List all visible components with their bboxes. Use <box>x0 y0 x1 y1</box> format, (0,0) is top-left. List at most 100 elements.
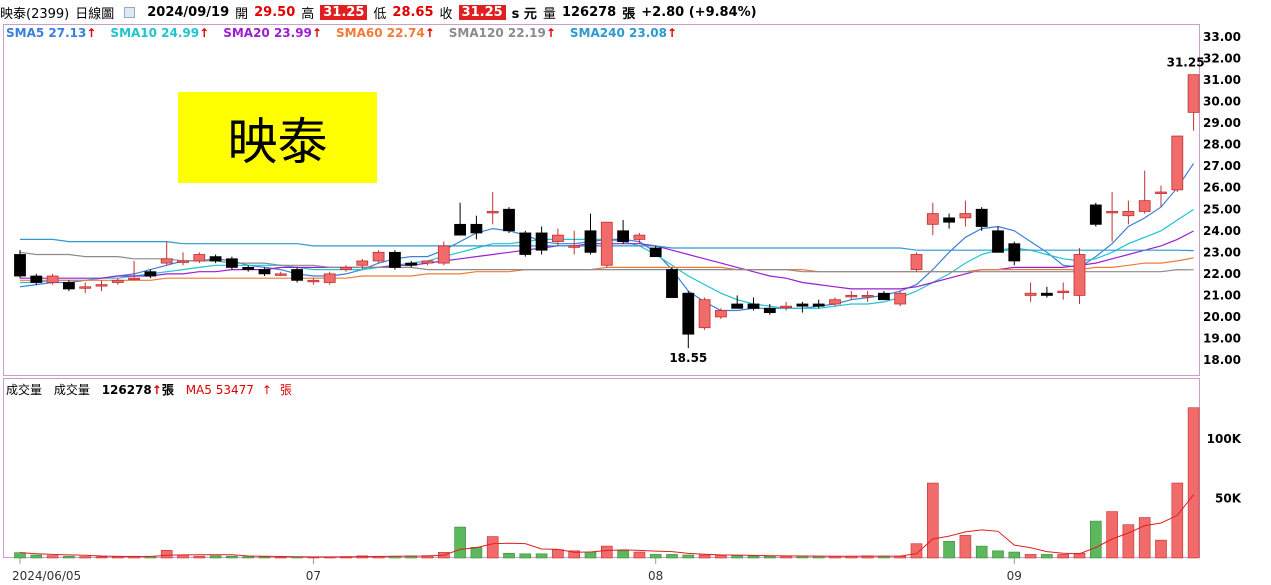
volume-up-arrow-icon: ↑ <box>151 383 162 397</box>
volume-title: 成交量 <box>6 383 43 397</box>
volume-bar <box>258 556 271 559</box>
candle-body <box>796 303 809 307</box>
candle-body <box>160 258 173 264</box>
volume-bar <box>1155 539 1167 559</box>
stock-name: 映泰(2399) <box>0 6 70 22</box>
price-tick-label: 22.00 <box>1203 267 1241 281</box>
volume-readout-unit: 張 <box>161 383 174 397</box>
volume-bar <box>731 555 744 559</box>
volume-bar <box>226 555 238 559</box>
volume-bar <box>95 556 108 559</box>
candle-body <box>388 251 401 268</box>
chart-header: 映泰(2399) 日線圖 2024/09/19 開 29.50 高 31.25 … <box>0 0 1271 24</box>
candle-body <box>1041 292 1053 296</box>
price-panel[interactable] <box>3 24 1200 376</box>
up-arrow-icon: ↑ <box>424 26 435 40</box>
candle-body <box>193 254 206 262</box>
sma-legend-item: SMA5 27.13↑ <box>6 26 96 40</box>
price-tick-label: 24.00 <box>1203 224 1241 238</box>
close-label: 收 <box>439 6 453 22</box>
candle-body <box>437 245 450 264</box>
candle-body <box>258 269 271 275</box>
volume-bar <box>747 555 760 559</box>
low-value: 28.65 <box>392 4 434 20</box>
volume-bar <box>959 535 972 559</box>
x-tick-label: 09 <box>1007 569 1022 583</box>
candle-body <box>1171 135 1184 191</box>
candle-body <box>291 269 304 281</box>
period-dropdown[interactable]: 日線圖 <box>75 3 141 22</box>
candle-body <box>1187 74 1200 113</box>
volume-bar <box>763 555 776 559</box>
volume-ma5-label: MA5 53477 <box>185 383 254 397</box>
candle-body <box>225 258 238 268</box>
candle-body <box>1057 290 1070 293</box>
volume-value: 126278 <box>561 4 617 20</box>
volume-bar <box>1057 554 1069 559</box>
candle-body <box>1122 211 1135 217</box>
x-tick-label: 2024/06/05 <box>12 569 81 583</box>
volume-bar <box>715 555 727 559</box>
candle-body <box>209 256 222 262</box>
volume-label: 量 <box>542 6 556 22</box>
volume-readout: 成交量 126278↑張 <box>54 383 174 397</box>
sma-legend-item: SMA10 24.99↑ <box>110 26 209 40</box>
volume-bar <box>30 554 43 559</box>
candle-body <box>959 213 972 219</box>
period-label: 日線圖 <box>75 6 115 22</box>
candle-body <box>1138 200 1151 212</box>
candle-body <box>128 277 141 281</box>
x-tick-label: 08 <box>648 569 663 583</box>
volume-bar <box>600 545 613 559</box>
volume-ma5-line <box>19 494 1194 558</box>
volume-bar <box>943 541 955 559</box>
candle-body <box>666 269 678 298</box>
up-arrow-icon: ↑ <box>311 26 322 40</box>
volume-bar <box>584 551 597 559</box>
candle-body <box>829 299 841 305</box>
candle-body <box>568 245 581 248</box>
volume-bar <box>486 536 499 559</box>
candle-body <box>1106 211 1118 214</box>
dropdown-icon[interactable] <box>124 6 136 18</box>
candle-body <box>878 292 890 301</box>
candle-body <box>552 234 564 242</box>
volume-bar <box>470 546 483 559</box>
candle-body <box>910 254 923 270</box>
candle-body <box>307 279 320 283</box>
volume-bar <box>633 551 646 559</box>
volume-tick-label: 50K <box>1215 492 1242 506</box>
candle-body <box>780 305 792 309</box>
volume-bar <box>1024 554 1037 559</box>
candle-body <box>30 275 43 283</box>
price-tick-label: 28.00 <box>1203 138 1241 152</box>
price-tick-label: 21.00 <box>1203 288 1241 302</box>
volume-bar <box>274 556 287 559</box>
high-value: 31.25 <box>320 4 368 20</box>
candle-body <box>975 208 988 227</box>
volume-bar <box>1187 407 1200 559</box>
price-annotation: 31.25 <box>1167 56 1205 70</box>
open-value: 29.50 <box>254 4 296 20</box>
candle-body <box>682 292 695 335</box>
sma-legend-label: SMA120 22.19 <box>448 26 546 40</box>
up-arrow-icon: ↑ <box>545 26 556 40</box>
sma-legend: SMA5 27.13↑ SMA10 24.99↑ SMA20 23.99↑ SMA60… <box>6 26 691 40</box>
candle-body <box>943 217 955 223</box>
candle-body <box>861 294 874 298</box>
candle-body <box>405 262 418 266</box>
volume-bar <box>666 554 678 559</box>
volume-bar <box>1171 482 1184 559</box>
candle-body <box>372 251 385 262</box>
price-tick-label: 27.00 <box>1203 159 1241 173</box>
sma-legend-item: SMA120 22.19↑ <box>449 26 556 40</box>
volume-bar <box>79 556 91 559</box>
stock-name-stamp: 映泰 <box>178 92 377 183</box>
candle-body <box>1024 292 1037 296</box>
volume-bar <box>519 553 532 559</box>
candle-body <box>503 208 515 232</box>
candle-body <box>454 223 467 236</box>
volume-bar <box>1090 520 1102 559</box>
volume-bar <box>63 555 75 559</box>
